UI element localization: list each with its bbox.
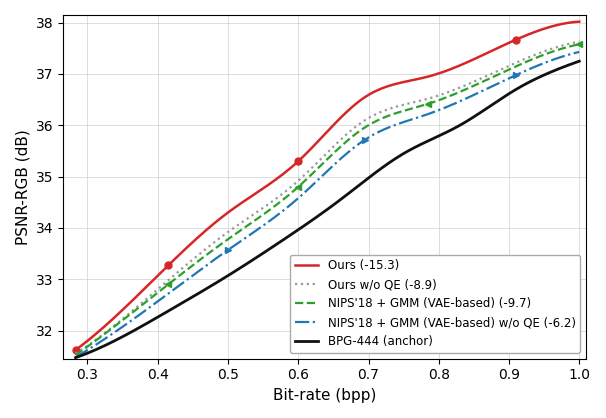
Ours (-15.3): [528, 31, 536, 36]
Ours (-15.3): [73, 346, 81, 351]
Ours w/o QE (-8.9): [576, 39, 583, 44]
BPG-444 (anchor): [370, 171, 378, 176]
Ours (-15.3): [576, 19, 583, 24]
Ours w/o QE (-8.9): [528, 54, 536, 59]
NIPS'18 + GMM (VAE-based) (-9.7): [370, 120, 378, 125]
Ours w/o QE (-8.9): [380, 108, 387, 113]
NIPS'18 + GMM (VAE-based) w/o QE (-6.2): [576, 49, 583, 54]
Ours (-15.3): [370, 89, 378, 94]
NIPS'18 + GMM (VAE-based) (-9.7): [528, 57, 536, 62]
Ours (-15.3): [496, 44, 504, 49]
NIPS'18 + GMM (VAE-based) (-9.7): [380, 115, 387, 120]
BPG-444 (anchor): [372, 170, 379, 175]
BPG-444 (anchor): [72, 355, 79, 360]
Ours (-15.3): [72, 347, 79, 352]
Ours w/o QE (-8.9): [370, 113, 378, 118]
Ours w/o QE (-8.9): [372, 112, 379, 117]
BPG-444 (anchor): [73, 354, 81, 359]
NIPS'18 + GMM (VAE-based) (-9.7): [496, 71, 504, 76]
Line: NIPS'18 + GMM (VAE-based) (-9.7): NIPS'18 + GMM (VAE-based) (-9.7): [76, 44, 579, 355]
Y-axis label: PSNR-RGB (dB): PSNR-RGB (dB): [15, 129, 30, 245]
BPG-444 (anchor): [576, 59, 583, 64]
NIPS'18 + GMM (VAE-based) w/o QE (-6.2): [380, 127, 387, 132]
BPG-444 (anchor): [496, 97, 504, 102]
NIPS'18 + GMM (VAE-based) (-9.7): [372, 119, 379, 124]
X-axis label: Bit-rate (bpp): Bit-rate (bpp): [273, 388, 376, 403]
Ours (-15.3): [372, 89, 379, 94]
Ours w/o QE (-8.9): [73, 350, 81, 355]
Ours w/o QE (-8.9): [72, 351, 79, 356]
NIPS'18 + GMM (VAE-based) (-9.7): [72, 353, 79, 358]
NIPS'18 + GMM (VAE-based) w/o QE (-6.2): [73, 354, 81, 359]
NIPS'18 + GMM (VAE-based) (-9.7): [576, 42, 583, 47]
NIPS'18 + GMM (VAE-based) w/o QE (-6.2): [370, 132, 378, 137]
NIPS'18 + GMM (VAE-based) w/o QE (-6.2): [496, 80, 504, 85]
Ours (-15.3): [380, 85, 387, 90]
NIPS'18 + GMM (VAE-based) w/o QE (-6.2): [72, 355, 79, 360]
BPG-444 (anchor): [528, 78, 536, 83]
Line: NIPS'18 + GMM (VAE-based) w/o QE (-6.2): NIPS'18 + GMM (VAE-based) w/o QE (-6.2): [76, 52, 579, 357]
NIPS'18 + GMM (VAE-based) (-9.7): [73, 352, 81, 357]
Line: Ours w/o QE (-8.9): Ours w/o QE (-8.9): [76, 42, 579, 354]
Line: Ours (-15.3): Ours (-15.3): [76, 22, 579, 350]
NIPS'18 + GMM (VAE-based) w/o QE (-6.2): [372, 131, 379, 136]
NIPS'18 + GMM (VAE-based) w/o QE (-6.2): [528, 65, 536, 70]
Ours w/o QE (-8.9): [496, 67, 504, 72]
Legend: Ours (-15.3), Ours w/o QE (-8.9), NIPS'18 + GMM (VAE-based) (-9.7), NIPS'18 + GM: Ours (-15.3), Ours w/o QE (-8.9), NIPS'1…: [290, 255, 581, 353]
BPG-444 (anchor): [380, 164, 387, 169]
Line: BPG-444 (anchor): BPG-444 (anchor): [76, 61, 579, 358]
